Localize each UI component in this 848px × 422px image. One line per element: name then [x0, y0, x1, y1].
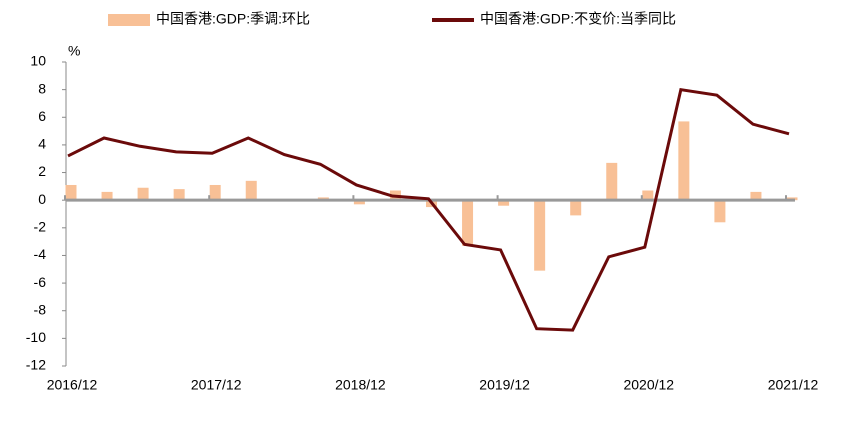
bar — [173, 189, 185, 201]
bar — [714, 200, 726, 223]
bar — [245, 180, 257, 201]
line — [67, 87, 790, 332]
y-tick-label: 0 — [38, 191, 46, 207]
bar — [606, 162, 618, 201]
legend-label: 中国香港:GDP:不变价:当季同比 — [480, 11, 676, 27]
bar — [137, 187, 149, 201]
y-tick-label: 4 — [38, 136, 46, 152]
bar — [65, 184, 77, 201]
x-tick-label: 2019/12 — [479, 377, 530, 393]
bar — [498, 200, 510, 206]
x-tick-label: 2020/12 — [623, 377, 674, 393]
y-unit: % — [68, 43, 80, 59]
bar — [353, 200, 365, 205]
bar — [462, 200, 474, 246]
y-tick-label: -6 — [34, 274, 47, 290]
y-tick-label: 10 — [30, 53, 46, 69]
x-tick-label: 2017/12 — [191, 377, 242, 393]
legend-label: 中国香港:GDP:季调:环比 — [156, 11, 310, 27]
y-tick-label: -8 — [34, 301, 47, 317]
y-tick-label: -12 — [26, 357, 46, 373]
bar — [101, 191, 113, 201]
y-tick-label: -10 — [26, 329, 46, 345]
x-tick-label: 2016/12 — [47, 377, 98, 393]
bar — [534, 200, 546, 271]
bar — [209, 184, 221, 201]
y-tick-label: 8 — [38, 80, 46, 96]
y-tick-label: 2 — [38, 163, 46, 179]
y-tick-label: -2 — [34, 219, 47, 235]
x-tick-label: 2018/12 — [335, 377, 386, 393]
y-tick-label: 6 — [38, 108, 46, 124]
x-tick-label: 2021/12 — [768, 377, 819, 393]
bar — [750, 191, 762, 201]
bar — [570, 200, 582, 216]
bar — [678, 121, 690, 201]
y-tick-label: -4 — [34, 246, 47, 262]
legend-swatch — [108, 14, 150, 26]
bar — [642, 190, 654, 201]
